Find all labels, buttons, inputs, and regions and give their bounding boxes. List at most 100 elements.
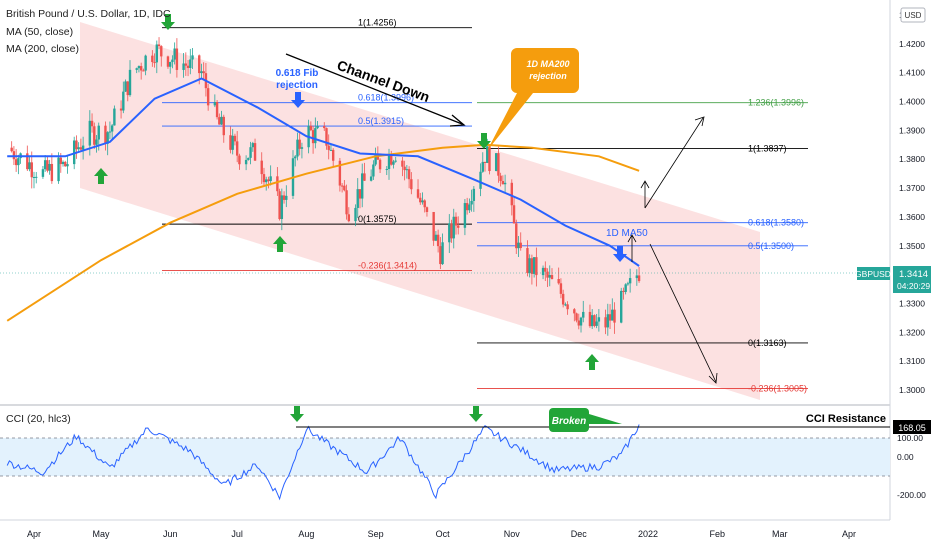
candle-body (108, 131, 112, 133)
time-tick-label: Mar (772, 529, 788, 539)
broken-callout (549, 408, 589, 432)
candle-body (340, 185, 344, 187)
time-tick-label: Apr (842, 529, 856, 539)
candle-body (510, 182, 514, 206)
time-axis: Apr May Jun Jul Aug Sep Oct Nov Dec 2022 Feb Mar Apr (27, 529, 856, 539)
fib-label: 0.618(1.3580) (748, 218, 804, 228)
projection-down-arrowhead (708, 372, 718, 384)
candle-body (126, 81, 129, 96)
cci-tick-label: -200.00 (897, 490, 926, 500)
candle-body (347, 214, 351, 222)
candle-body (50, 163, 54, 182)
candle-body (345, 190, 348, 215)
ma200-rejection-text-1: 1D MA200 (526, 59, 569, 69)
candle-body (166, 56, 170, 67)
candle-body (635, 275, 639, 279)
candle-body (470, 200, 473, 205)
candle-body (61, 161, 65, 165)
candle-body (296, 139, 299, 157)
candle-body (343, 185, 346, 191)
candle-body (392, 161, 395, 165)
broken-callout-tail (589, 414, 622, 424)
fib-label: 0(1.3163) (748, 338, 787, 348)
candle-body (251, 143, 255, 148)
candle-body (247, 157, 250, 160)
candle-body (57, 157, 60, 182)
candle-body (434, 234, 438, 241)
candle-body (548, 275, 551, 278)
time-tick-label: Jul (231, 529, 243, 539)
projection-down-arrow (649, 243, 717, 383)
ma50-legend[interactable]: MA (50, close) (6, 26, 74, 38)
arrow-up-marker (273, 236, 287, 252)
time-tick-label: 2022 (638, 529, 658, 539)
candle-body (276, 176, 279, 192)
time-tick-label: Feb (709, 529, 725, 539)
candle-body (122, 91, 125, 111)
candle-body (535, 257, 538, 276)
candle-body (405, 169, 409, 171)
broken-label: Broken (552, 416, 586, 427)
candle-body (419, 197, 422, 203)
candle-body (124, 81, 127, 92)
candle-body (512, 205, 516, 224)
candle-body (463, 203, 467, 228)
fib-label: -0.236(1.3414) (358, 261, 417, 271)
channel-down-arrow (285, 53, 463, 125)
cci-axis: 100.00 0.00 -200.00 (897, 433, 926, 500)
cci-band (0, 438, 890, 476)
candle-body (43, 160, 47, 170)
candle-body (338, 160, 342, 186)
price-tick-label: 1.3600 (899, 212, 925, 222)
cci-tick-label: 0.00 (897, 452, 914, 462)
currency-box[interactable] (900, 7, 926, 23)
price-tick-label: 1.3100 (899, 356, 925, 366)
currency-label: USD (905, 11, 922, 20)
candle-body (316, 126, 319, 129)
cci-value-tag (893, 420, 931, 434)
candle-body (501, 181, 505, 185)
candle-body (222, 116, 225, 136)
candle-body (593, 315, 596, 326)
candle-body (546, 271, 549, 278)
candle-body (423, 200, 426, 208)
candle-body (17, 158, 20, 166)
candle-body (294, 156, 297, 159)
cci-legend[interactable]: CCI (20, hlc3) (6, 413, 71, 425)
candle-body (173, 48, 176, 60)
candle-body (595, 321, 598, 326)
chart-title: British Pound / U.S. Dollar, 1D, IDC (6, 8, 171, 20)
candle-body (530, 258, 534, 274)
candle-body (483, 161, 487, 163)
candle-body (95, 139, 98, 145)
candle-body (499, 175, 502, 182)
candle-body (79, 147, 83, 150)
candle-body (541, 267, 545, 276)
time-tick-label: Aug (298, 529, 314, 539)
candle-body (494, 153, 498, 172)
candle-body (206, 88, 210, 106)
candle-body (93, 126, 96, 145)
fib-label: 1(1.4256) (358, 18, 397, 28)
candle-body (497, 153, 500, 176)
candle-body (457, 225, 460, 228)
candle-body (327, 145, 330, 150)
candle-body (88, 120, 92, 146)
ma200-line (6, 143, 640, 322)
candle-body (269, 176, 272, 182)
candle-body (155, 44, 158, 63)
candle-body (387, 154, 391, 170)
candle-body (401, 160, 404, 167)
candle-body (26, 153, 29, 170)
candle-body (46, 160, 49, 171)
fib-rejection-label-2: rejection (276, 80, 318, 91)
candle-body (452, 216, 455, 239)
candle-body (481, 161, 484, 172)
candle-body (282, 195, 286, 200)
candle-body (637, 275, 641, 282)
candle-body (144, 55, 147, 71)
ma200-legend[interactable]: MA (200, close) (6, 43, 79, 55)
candle-body (575, 313, 578, 321)
candle-body (278, 191, 281, 220)
